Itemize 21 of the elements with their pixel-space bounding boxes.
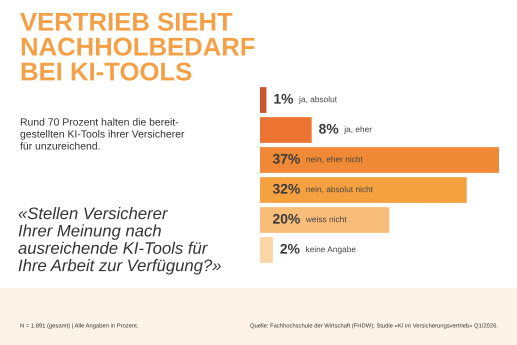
y-tick-label: nein, eher nicht (306, 156, 363, 164)
bar (260, 87, 266, 113)
bar (260, 237, 273, 263)
data-label: 37% (272, 154, 300, 164)
text: «Stellen Versicherer Ihrer Meinung nach ausreichende KI-Tools für Ihre Arbeit zur Verfügung?» (18, 207, 221, 275)
data-label: 8% (319, 124, 338, 134)
y-tick-label: weiss nicht (306, 216, 347, 222)
bar (260, 147, 499, 173)
y-tick-label: nein, absolut nicht (306, 186, 373, 194)
data-label: 20% (272, 214, 300, 224)
bar (260, 177, 467, 203)
data-label: 32% (272, 184, 300, 194)
y-tick-label: ja, absolut (298, 96, 337, 104)
text: Rund 70 Prozent halten die bereit- gestellten KI-Tools ihrer Versicherer für unzureichend. (20, 118, 184, 150)
data-label: 1% (274, 94, 294, 104)
chart-title: VERTRIEB SIEHT NACHHOLBEDARF BEI KI-TOOLS (20, 12, 255, 81)
bar (260, 117, 312, 143)
data-label: 2% (280, 244, 300, 254)
y-tick-label: keine Angabe (306, 246, 356, 254)
bar (260, 207, 390, 233)
y-tick-label: ja, eher (344, 126, 372, 134)
